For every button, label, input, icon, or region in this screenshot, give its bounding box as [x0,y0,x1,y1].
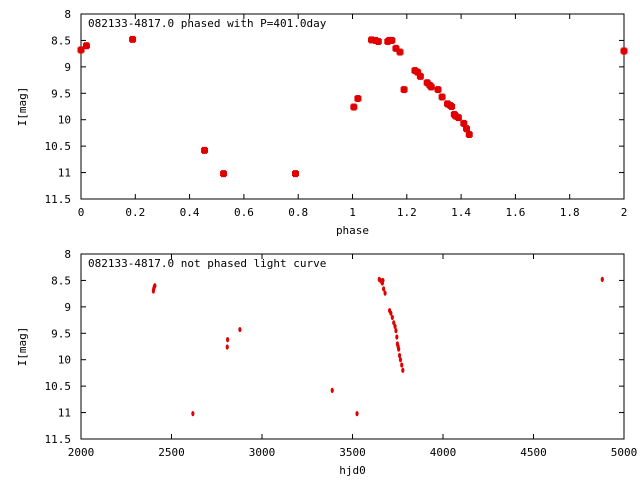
y-tick-label: 9.5 [51,327,71,340]
data-point [396,48,404,56]
data-point [463,125,471,133]
plot-frame [80,253,625,440]
data-point [393,323,397,330]
data-point [416,72,424,80]
data-point [600,276,604,282]
data-point [438,93,446,101]
data-point [381,277,385,284]
x-tick-label: 4000 [430,446,457,459]
y-tick-label: 10.5 [45,140,72,153]
data-point [448,103,456,110]
data-point [330,387,334,393]
data-point [398,357,403,363]
x-tick-label: 1.2 [397,206,417,219]
unphased-light-curve-plot: 2000 2500 3000 3500 4000 4500 5000 8 8.5 9 9.5 10 10… [16,248,637,477]
data-point [620,47,628,55]
data-point [201,146,209,154]
data-point [394,328,398,334]
x-tick-label: 4500 [520,446,547,459]
x-tick-label: 1 [349,206,356,219]
data-point [383,290,387,296]
data-point [465,131,473,139]
x-tick-label: 1.8 [560,206,580,219]
x-tick-label: 2500 [158,446,185,459]
plot-title: 082133-4817.0 not phased light curve [88,257,326,270]
x-tick-label: 3000 [249,446,276,459]
y-tick-label: 8 [64,8,71,21]
data-point [454,114,462,122]
data-point [395,334,399,340]
x-axis-label: phase [336,224,369,237]
data-point [350,103,358,111]
phased-light-curve-plot: 0 0.2 0.4 0.6 0.8 1 1.2 1.4 1.6 1.8 2 8 8.5 9 9.5 10 10.… [16,8,628,237]
x-tick-label: 0.6 [234,206,254,219]
data-point [77,46,85,54]
y-tick-label: 10 [58,114,71,127]
x-axis-label: hjd0 [339,464,366,477]
data-point [238,326,242,333]
y-tick-label: 8 [64,248,71,261]
y-tick-label: 10.5 [45,380,72,393]
data-point [129,35,137,43]
y-tick-label: 11.5 [45,193,72,206]
data-point [427,83,435,91]
data-point [414,68,422,76]
data-point [400,362,404,368]
data-point [382,286,386,292]
x-tick-label: 1.6 [505,206,525,219]
data-point [191,411,195,417]
data-point [397,352,402,359]
y-tick-label: 9.5 [51,87,71,100]
y-tick-label: 9 [64,61,71,74]
data-point [225,344,229,350]
x-tick-label: 1.4 [451,206,471,219]
data-point [368,36,376,44]
data-point [355,411,359,417]
plot-title: 082133-4817.0 phased with P=401.0day [88,17,327,30]
data-point [397,346,401,352]
data-point [401,367,405,373]
x-tick-label: 2 [621,206,628,219]
x-tick-label: 0.8 [288,206,308,219]
data-point [389,310,393,316]
y-tick-label: 10 [58,354,71,367]
y-tick-label: 8.5 [51,274,71,287]
data-point [390,314,394,321]
y-tick-label: 11 [58,167,71,180]
data-point [220,170,228,178]
data-point [400,86,408,94]
y-tick-label: 9 [64,301,71,314]
x-tick-label: 0.4 [180,206,200,219]
data-point [434,86,442,94]
y-tick-label: 8.5 [51,34,71,47]
y-axis-label: I[mag] [16,327,29,367]
x-tick-label: 3500 [339,446,366,459]
data-point [460,119,468,127]
data-point [226,337,230,343]
x-tick-label: 5000 [611,446,638,459]
data-point [392,44,400,52]
y-axis-label: I[mag] [16,87,29,127]
y-tick-label: 11 [58,407,71,420]
data-point [354,95,362,103]
x-tick-label: 0 [78,206,85,219]
data-point [388,36,396,44]
data-point [423,79,431,87]
data-point [291,170,299,178]
x-tick-label: 2000 [68,446,95,459]
data-point [153,283,157,289]
data-point [374,37,382,45]
x-tick-label: 0.2 [125,206,145,219]
data-point [82,42,90,50]
y-tick-label: 11.5 [45,433,72,446]
